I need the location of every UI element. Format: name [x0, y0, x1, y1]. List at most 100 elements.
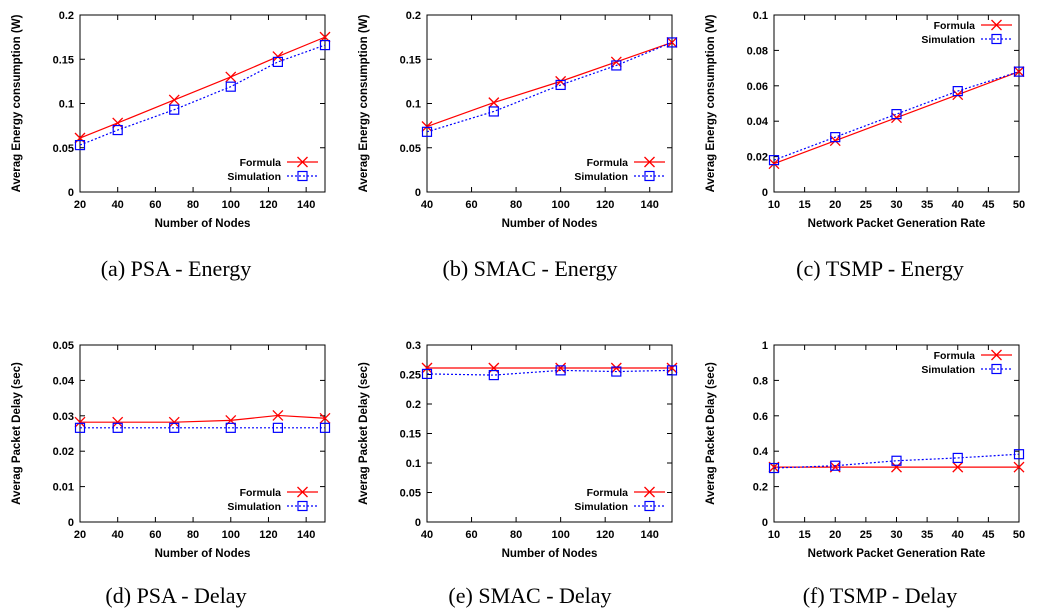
data-point-formula	[829, 135, 841, 147]
data-point-simulation	[768, 462, 780, 474]
legend-marker	[644, 486, 655, 498]
x-tick-label: 40	[112, 529, 124, 541]
x-axis-label: Number of Nodes	[155, 218, 251, 230]
caption-smac-delay: (e) SMAC - Delay	[448, 583, 612, 608]
x-tick-label: 20	[829, 199, 841, 211]
legend-marker	[991, 33, 1002, 45]
data-point-formula	[666, 362, 678, 374]
legend-label: Formula	[240, 157, 282, 169]
y-tick-label: 0.05	[53, 340, 74, 352]
series-line-formula	[80, 414, 326, 423]
y-tick-label: 0.15	[53, 54, 74, 66]
y-axis-label: Averag Packet Delay (sec)	[358, 362, 370, 505]
legend-marker	[297, 486, 308, 498]
x-tick-label: 20	[74, 529, 86, 541]
data-point-simulation	[666, 365, 678, 376]
y-tick-label: 0.6	[753, 411, 768, 423]
legend-entry-formula: Formula	[934, 19, 1012, 32]
data-point-formula	[1013, 461, 1025, 473]
x-tick-label: 25	[860, 529, 872, 541]
series-simulation	[421, 365, 678, 381]
x-tick-label: 45	[982, 199, 994, 211]
data-point-formula	[891, 112, 902, 124]
series-simulation	[421, 37, 678, 137]
y-tick-label: 0.1	[406, 458, 421, 470]
x-tick-label: 80	[510, 529, 522, 541]
data-point-simulation	[666, 37, 678, 48]
x-tick-label: 60	[465, 529, 477, 541]
y-tick-label: 0.1	[753, 10, 768, 22]
y-tick-label: 0	[762, 187, 768, 199]
y-tick-label: 0.15	[400, 429, 421, 441]
data-point-formula	[112, 416, 124, 428]
x-tick-label: 40	[112, 199, 124, 211]
x-axis-label: Network Packet Generation Rate	[808, 548, 986, 560]
chart-psa-energy: 20 40 60 80 100 120 140 0 0.05 0.1 0.15 0.2 Number o…	[11, 10, 331, 230]
data-point-simulation	[169, 422, 180, 433]
data-point-simulation	[555, 79, 566, 91]
data-point-simulation	[830, 132, 841, 143]
x-tick-label: 40	[952, 199, 964, 211]
x-axis-label: Network Packet Generation Rate	[808, 218, 986, 230]
series-line-simulation	[79, 44, 326, 146]
y-tick-label: 0.05	[400, 143, 421, 155]
plot-frame	[426, 14, 673, 193]
legend-marker	[644, 500, 655, 512]
legend-entry-simulation: Simulation	[574, 500, 665, 513]
data-point-simulation	[272, 422, 283, 433]
legend-marker	[644, 156, 655, 168]
y-tick-label: 0	[68, 517, 74, 529]
data-point-simulation	[1013, 66, 1025, 77]
legend-entry-formula: Formula	[587, 486, 665, 499]
x-tick-label: 20	[829, 529, 841, 541]
chart-smac-energy: 40 60 80 100 120 140 0 0.05 0.1 0.15 0.2 Number of …	[358, 10, 678, 230]
legend-marker	[991, 363, 1002, 375]
data-point-simulation	[112, 422, 123, 433]
data-point-simulation	[169, 104, 180, 115]
data-point-simulation	[421, 368, 433, 380]
legend-label: Formula	[587, 487, 629, 499]
y-tick-label: 0.2	[753, 482, 768, 494]
y-tick-label: 0	[68, 187, 74, 199]
data-point-simulation	[952, 452, 963, 464]
plot-frame	[79, 344, 326, 523]
data-point-simulation	[225, 422, 236, 433]
legend-entry-simulation: Simulation	[921, 363, 1012, 376]
y-tick-label: 0.04	[747, 116, 769, 128]
data-point-simulation	[112, 124, 123, 136]
legend-entry-simulation: Simulation	[574, 170, 665, 183]
legend-label: Simulation	[227, 171, 281, 183]
caption-psa-delay: (d) PSA - Delay	[105, 583, 247, 608]
chart-tsmp-energy: 10 15 20 25 30 35 40 45 50 0 0.02 0.04 0.06 0.08 0.1 Ne…	[705, 10, 1025, 230]
data-point-simulation	[421, 126, 433, 137]
x-tick-label: 40	[421, 199, 433, 211]
legend-entry-formula: Formula	[240, 156, 318, 169]
legend-label: Simulation	[574, 171, 628, 183]
series-line-simulation	[426, 41, 673, 133]
x-tick-label: 50	[1013, 529, 1025, 541]
series-line-simulation	[773, 453, 1020, 469]
data-point-formula	[225, 71, 237, 83]
y-axis-label: Averag Energy consumption (W)	[11, 14, 23, 192]
data-point-simulation	[74, 139, 86, 151]
series-formula	[421, 36, 678, 132]
x-tick-label: 100	[551, 529, 569, 541]
chart-psa-delay: 20 40 60 80 100 120 140 0 0.01 0.02 0.03 0.04 0.05 Nu…	[11, 340, 331, 560]
data-point-formula	[952, 89, 964, 101]
legend-marker	[297, 156, 308, 168]
x-tick-label: 40	[421, 529, 433, 541]
chart-tsmp-delay: 10 15 20 25 30 35 40 45 50 0 0.2 0.4 0.6 0.8 1 Network …	[705, 340, 1025, 560]
legend-label: Simulation	[574, 501, 628, 513]
data-point-simulation	[768, 155, 780, 166]
x-tick-label: 140	[641, 199, 659, 211]
x-tick-label: 35	[921, 199, 933, 211]
y-tick-label: 0.05	[400, 488, 421, 500]
data-point-formula	[488, 362, 500, 374]
y-tick-label: 0.02	[53, 446, 74, 458]
y-tick-label: 0	[415, 187, 421, 199]
series-line-formula	[79, 36, 326, 139]
data-point-simulation	[319, 39, 331, 51]
data-point-formula	[74, 416, 86, 428]
legend-marker	[297, 500, 308, 512]
